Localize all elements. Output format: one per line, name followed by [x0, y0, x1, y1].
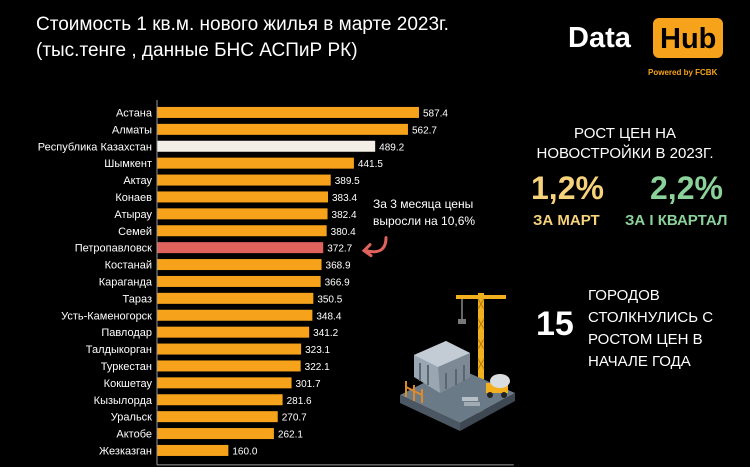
cities-count-text: ГОРОДОВ СТОЛКНУЛИСЬ С РОСТОМ ЦЕН В НАЧАЛ…: [588, 285, 738, 373]
category-label: Республика Казахстан: [38, 141, 152, 153]
value-label: 281.6: [287, 396, 312, 407]
category-label: Семей: [118, 226, 152, 238]
chart-annotation: За 3 месяца цены выросли на 10,6%: [373, 196, 475, 230]
value-label: 323.1: [305, 345, 330, 356]
annotation-arrowhead: [361, 243, 373, 258]
category-label: Тараз: [123, 293, 153, 305]
crane-mast: [478, 293, 484, 413]
logo-word-data: Data: [568, 22, 631, 54]
value-label: 383.4: [332, 193, 357, 204]
value-label: 270.7: [282, 413, 307, 424]
category-label: Кызылорда: [94, 395, 153, 407]
value-label: 262.1: [278, 430, 303, 441]
category-label: Петропавловск: [75, 243, 152, 255]
category-label: Талдыкорган: [86, 344, 152, 356]
crane-hook-load: [458, 319, 466, 324]
category-label: Уральск: [111, 412, 152, 424]
bar: [157, 377, 292, 389]
value-label: 350.5: [317, 294, 342, 305]
chart-title: Стоимость 1 кв.м. нового жилья в марте 2…: [36, 12, 449, 64]
price-growth-title-line2: НОВОСТРОЙКИ В 2023Г.: [536, 145, 714, 162]
value-label: 160.0: [232, 446, 257, 457]
value-label: 389.5: [335, 176, 360, 187]
bar: [157, 326, 310, 338]
mixer-truck: [486, 383, 508, 393]
bar: [157, 411, 278, 423]
bar: [157, 428, 274, 440]
category-label: Жезказган: [99, 445, 152, 457]
value-label: 341.2: [313, 328, 338, 339]
category-label: Павлодар: [101, 327, 152, 339]
value-label: 382.4: [332, 210, 357, 221]
cities-count-line3: РОСТОМ ЦЕН В: [588, 331, 703, 348]
category-label: Усть-Каменогорск: [61, 310, 152, 322]
value-label: 301.7: [296, 379, 321, 390]
price-growth-title-line1: РОСТ ЦЕН НА: [574, 125, 676, 142]
price-growth-title: РОСТ ЦЕН НА НОВОСТРОЙКИ В 2023Г.: [520, 124, 730, 164]
chart-subtitle: (тыс.тенге , данные БНС АСПиР РК): [36, 40, 358, 61]
value-label: 322.1: [305, 362, 330, 373]
category-label: Кокшетау: [104, 378, 153, 390]
category-label: Туркестан: [101, 361, 152, 373]
pipes: [462, 397, 478, 401]
value-label: 441.5: [358, 159, 383, 170]
bar: [157, 275, 321, 287]
scaffold: [405, 381, 423, 403]
annotation-arrow: [364, 236, 388, 254]
cities-count: 15: [536, 305, 574, 343]
logo-word-hub: Hub: [653, 18, 724, 58]
value-label: 562.7: [412, 125, 437, 136]
bar-chart: Астана 587.4 Алматы 562.7 Республика Казахст…: [38, 100, 514, 466]
cities-count-line1: ГОРОДОВ: [588, 287, 660, 304]
annotation-line1: За 3 месяца цены: [373, 197, 474, 211]
bar: [157, 140, 376, 152]
category-label: Актобе: [116, 429, 152, 441]
bar: [157, 309, 313, 321]
logo-tagline: Powered by FCBK: [648, 68, 718, 77]
stat-march-label: ЗА МАРТ: [533, 212, 600, 229]
bar: [157, 292, 314, 304]
category-label: Атырау: [114, 209, 152, 221]
value-label: 366.9: [325, 277, 350, 288]
value-label: 380.4: [331, 227, 356, 238]
category-label: Актау: [123, 175, 152, 187]
chart-title-line1: Стоимость 1 кв.м. нового жилья в марте 2…: [36, 14, 449, 35]
cities-count-line2: СТОЛКНУЛИСЬ С: [588, 309, 714, 326]
category-label: Костанай: [105, 260, 152, 272]
annotation-line2: выросли на 10,6%: [373, 214, 476, 228]
bar: [157, 174, 331, 186]
value-label: 587.4: [423, 108, 448, 119]
bar: [157, 106, 419, 118]
category-label: Шымкент: [104, 158, 152, 170]
bar: [157, 225, 327, 237]
category-label: Астана: [116, 107, 153, 119]
bar: [157, 394, 283, 406]
bar: [157, 191, 328, 203]
bar: [157, 360, 301, 372]
bar: [157, 208, 328, 220]
bar: [157, 444, 229, 456]
value-label: 368.9: [326, 261, 351, 272]
value-label: 372.7: [327, 244, 352, 255]
bar: [157, 242, 324, 254]
value-label: 489.2: [379, 142, 404, 153]
category-label: Конаев: [115, 192, 152, 204]
category-label: Караганда: [99, 276, 153, 288]
crane-jib: [456, 295, 506, 299]
cities-count-line4: НАЧАЛЕ ГОДА: [588, 353, 691, 370]
bar: [157, 343, 302, 355]
value-label: 348.4: [316, 311, 341, 322]
bar: [157, 123, 408, 135]
stat-quarter-label: ЗА I КВАРТАЛ: [625, 212, 728, 229]
stat-quarter-value: 2,2%: [650, 170, 723, 206]
construction-illustration: [400, 293, 515, 431]
bar: [157, 259, 322, 271]
category-label: Алматы: [112, 124, 152, 136]
stat-march-value: 1,2%: [531, 170, 604, 206]
bar: [157, 157, 354, 169]
